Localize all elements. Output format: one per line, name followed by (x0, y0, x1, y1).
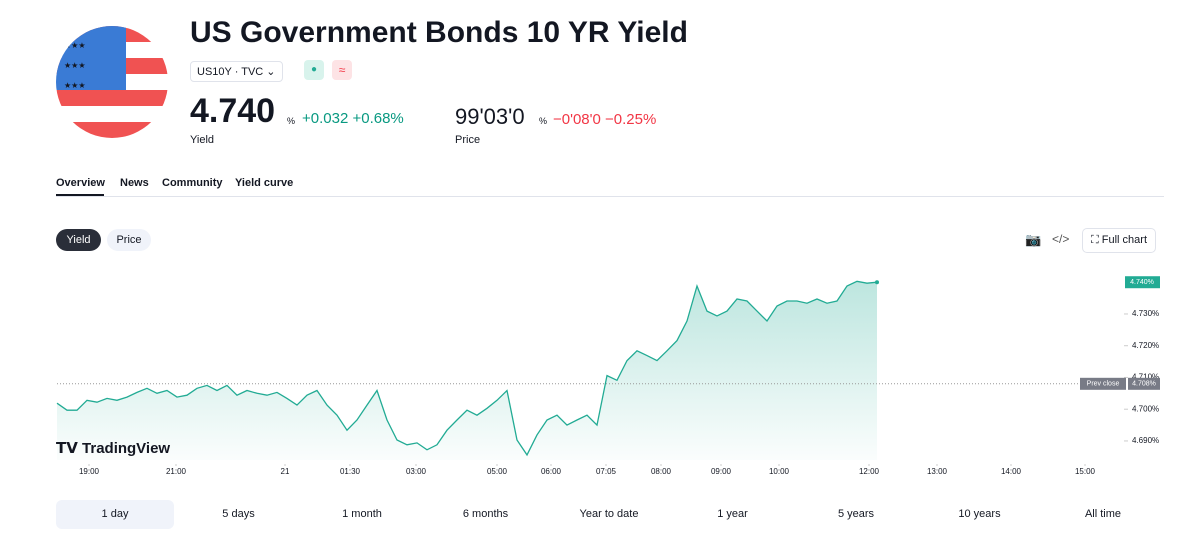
line (56, 280, 878, 457)
x-tick-label: 14:00 (1001, 467, 1022, 476)
flag-icon: ★★★ ★★★ ★★★ (56, 26, 168, 138)
yield-value: 4.740 (190, 92, 276, 130)
svg-text:★★★: ★★★ (64, 81, 86, 90)
x-tick-label: 07:05 (596, 467, 617, 476)
price-unit: % (539, 116, 548, 126)
tab[interactable]: Yield curve (235, 177, 294, 189)
divider (56, 196, 1164, 197)
price-label: Price (455, 134, 481, 146)
embed-icon[interactable]: </> (1052, 232, 1070, 246)
x-tick-label: 19:00 (79, 467, 100, 476)
x-tick-label: 12:00 (859, 467, 880, 476)
prev-close-box (1080, 377, 1126, 390)
label: Full chart (1101, 234, 1148, 246)
range-button[interactable]: 1 month (342, 508, 382, 520)
yield-change: +0.032 +0.68% (302, 110, 404, 127)
x-tick-label: 08:00 (651, 467, 672, 476)
tab[interactable]: Community (162, 177, 223, 189)
y-tick-label: 4.710% (1132, 373, 1159, 382)
range-button[interactable]: 5 years (837, 508, 875, 520)
change: −0'08'0 (553, 111, 601, 128)
svg-text:★★★: ★★★ (64, 41, 86, 50)
exchange: TVC (241, 66, 264, 78)
last-point (875, 280, 879, 285)
range-button[interactable]: All time (1084, 508, 1122, 520)
range-button[interactable]: Year to date (579, 508, 639, 520)
status-icon: ● (304, 60, 324, 80)
x-tick-label: 09:00 (711, 467, 732, 476)
range-button[interactable]: 5 days (222, 508, 255, 520)
range-button[interactable]: 10 years (958, 508, 1001, 520)
last-value-label: 4.740% (1130, 279, 1154, 286)
price-value: 99'03'0 (455, 104, 525, 129)
camera-icon[interactable]: 📷 (1025, 232, 1042, 247)
yield-label: Yield (190, 134, 215, 146)
watermark-text: TradingView (82, 440, 171, 457)
svg-text:★★★: ★★★ (64, 61, 86, 70)
y-tick-label: 4.690% (1132, 436, 1159, 445)
change-pct: +0.68% (352, 110, 404, 127)
range-button[interactable]: 6 months (462, 508, 509, 520)
symbol: US10Y (197, 66, 232, 78)
x-tick-label: 01:30 (340, 467, 361, 476)
last-value-box (1125, 276, 1160, 289)
x-tick-label: 21:00 (166, 467, 187, 476)
x-tick-label: 15:00 (1075, 467, 1096, 476)
tab[interactable]: Overview (56, 177, 105, 189)
toggle-button[interactable]: Price (107, 229, 151, 251)
prev-close-label: Prev close (1087, 381, 1120, 388)
y-tick-label: 4.720% (1132, 341, 1159, 350)
prev-close-value-box (1128, 377, 1160, 390)
toggle-button[interactable]: Yield (56, 229, 101, 251)
prev-close-value: 4.708% (1132, 381, 1156, 388)
change-pct: −0.25% (605, 111, 657, 128)
x-tick-label: 03:00 (406, 467, 427, 476)
tab-underline (56, 194, 104, 196)
x-tick-label: 13:00 (927, 467, 948, 476)
x-tick-label: 10:00 (769, 467, 790, 476)
tab[interactable]: News (120, 177, 149, 189)
x-tick-label: 05:00 (487, 467, 508, 476)
x-tick-label: 21 (281, 467, 290, 476)
price-change: −0'08'0 −0.25% (553, 111, 656, 128)
change: +0.032 (302, 110, 349, 127)
x-tick-label: 06:00 (541, 467, 562, 476)
y-tick-label: 4.700% (1132, 404, 1159, 413)
range-button[interactable]: 1 day (56, 500, 174, 529)
area (57, 281, 877, 460)
full-chart-button[interactable]: ⛶ Full chart (1082, 228, 1157, 253)
yield-unit: % (287, 116, 296, 126)
y-tick-label: 4.730% (1132, 309, 1159, 318)
title: US Government Bonds 10 YR Yield (190, 16, 688, 49)
delay-icon: ≈ (332, 60, 352, 80)
symbol-chip[interactable]: US10Y · TVC ⌄ (190, 61, 283, 82)
watermark: 𝗧𝗩 TradingView (56, 440, 171, 457)
range-button[interactable]: 1 year (717, 508, 748, 520)
